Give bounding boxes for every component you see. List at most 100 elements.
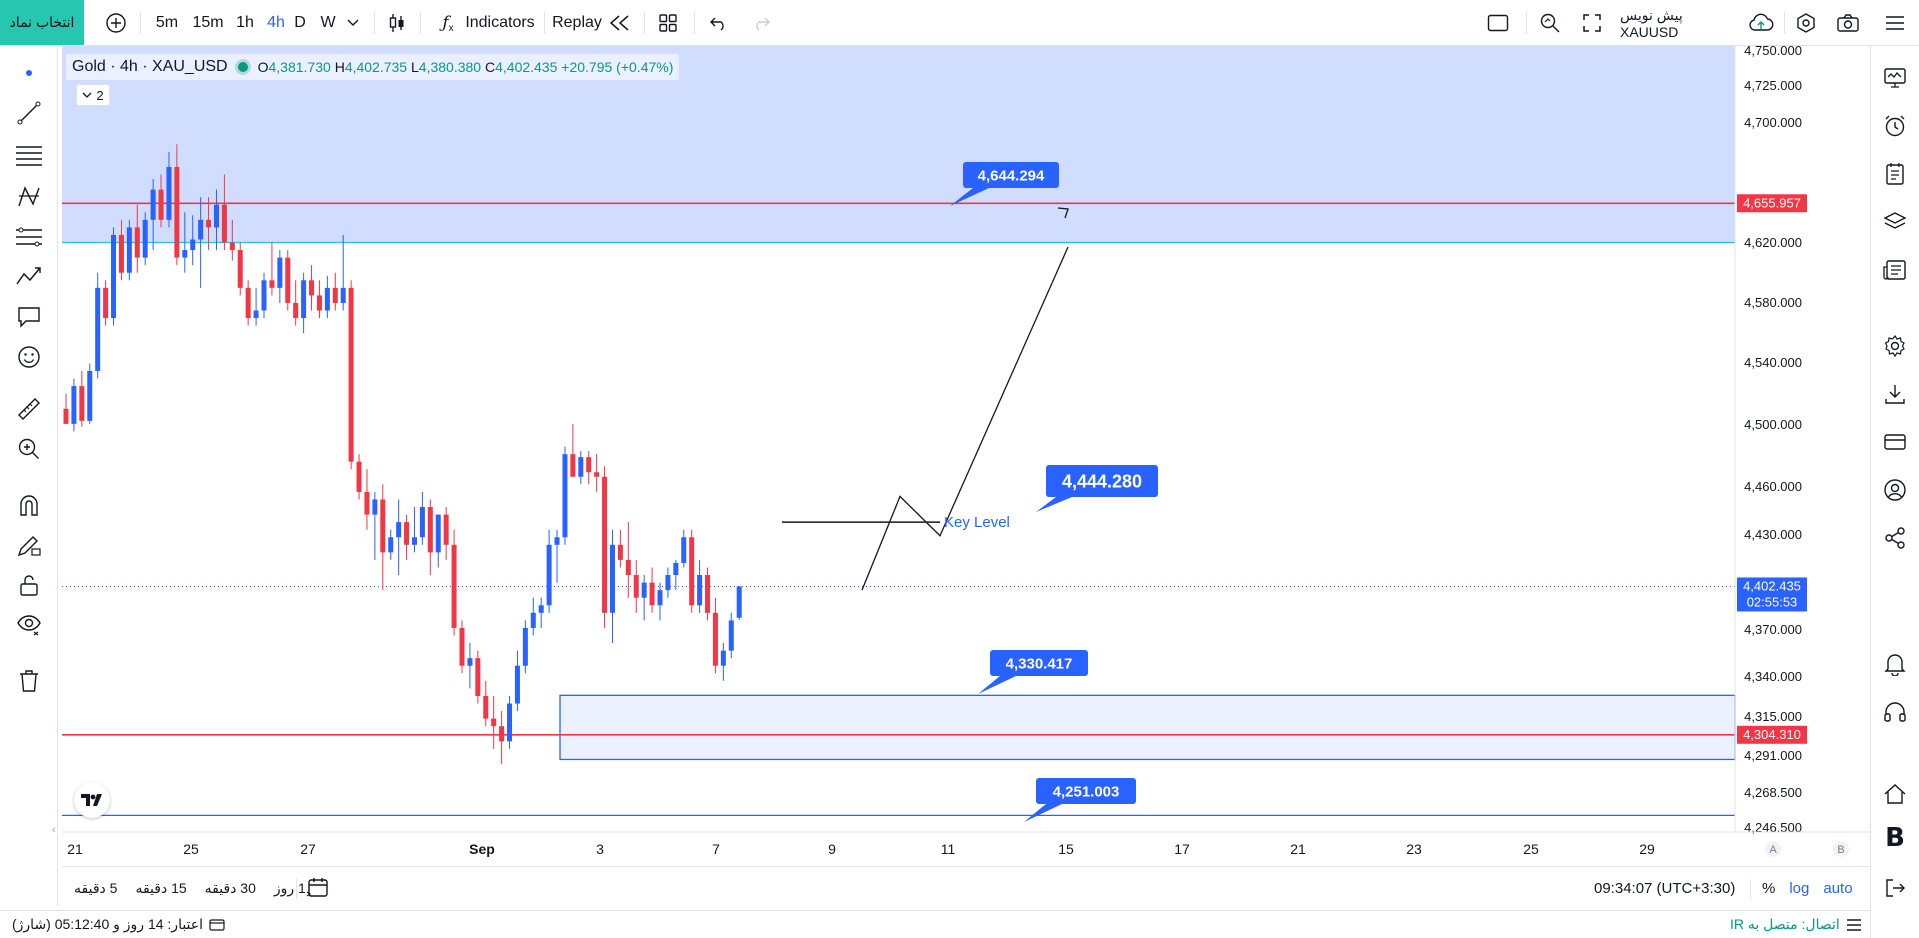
key-level-label[interactable]: Key Level xyxy=(944,514,1010,531)
candle-body[interactable] xyxy=(507,703,513,742)
layout-grid-icon[interactable] xyxy=(654,0,682,46)
share-icon[interactable] xyxy=(1881,524,1909,552)
interval-15m[interactable]: 15m xyxy=(192,14,224,31)
candle-body[interactable] xyxy=(562,454,568,538)
legend-title[interactable]: Gold · 4h · XAU_USD xyxy=(72,58,228,75)
candle-body[interactable] xyxy=(111,234,117,319)
candle-body[interactable] xyxy=(538,605,544,613)
home-icon[interactable] xyxy=(1881,780,1909,808)
candle-body[interactable] xyxy=(617,544,623,560)
candle-body[interactable] xyxy=(332,287,338,303)
cloud-upload-icon[interactable] xyxy=(1746,0,1776,46)
range-button[interactable]: 1 روز xyxy=(273,880,306,896)
key-level-bubble[interactable] xyxy=(1046,465,1158,497)
candle-body[interactable] xyxy=(602,476,608,613)
candle-body[interactable] xyxy=(681,537,687,563)
candle-body[interactable] xyxy=(63,408,69,424)
range-button[interactable]: 15 دقیقه xyxy=(135,880,187,896)
candle-body[interactable] xyxy=(95,287,101,371)
headset-icon[interactable] xyxy=(1881,698,1909,726)
quick-search-icon[interactable] xyxy=(1536,0,1564,46)
pencil-lock-icon[interactable] xyxy=(14,530,44,560)
candle-body[interactable] xyxy=(261,280,267,311)
candle-body[interactable] xyxy=(673,562,679,576)
gear-icon[interactable] xyxy=(1881,332,1909,360)
download-icon[interactable] xyxy=(1881,380,1909,408)
resistance-price-tag[interactable] xyxy=(1737,194,1807,213)
trend-line-icon[interactable] xyxy=(14,98,44,128)
candle-body[interactable] xyxy=(546,544,552,606)
candle-body[interactable] xyxy=(697,575,703,606)
select-rectangle-icon[interactable] xyxy=(1484,0,1512,46)
candle-body[interactable] xyxy=(435,514,441,553)
callout-icon[interactable] xyxy=(14,302,44,332)
candle-body[interactable] xyxy=(126,227,132,273)
candles-type-button[interactable] xyxy=(384,0,410,46)
candle-body[interactable] xyxy=(340,287,346,303)
candle-body[interactable] xyxy=(451,544,457,628)
interval-W[interactable]: W xyxy=(320,14,336,31)
candle-body[interactable] xyxy=(142,219,148,258)
notes-icon[interactable] xyxy=(1881,160,1909,188)
rewind-icon[interactable] xyxy=(606,0,634,46)
candle-body[interactable] xyxy=(380,499,386,553)
layers-icon[interactable] xyxy=(1881,208,1909,236)
candle-body[interactable] xyxy=(736,586,742,618)
candle-body[interactable] xyxy=(411,537,417,545)
candle-body[interactable] xyxy=(404,522,410,545)
candle-body[interactable] xyxy=(316,295,322,311)
candle-body[interactable] xyxy=(554,537,560,545)
candle-body[interactable] xyxy=(277,257,283,288)
candle-body[interactable] xyxy=(348,287,354,462)
log-toggle[interactable]: log xyxy=(1789,880,1810,897)
date-range-icon[interactable] xyxy=(306,876,334,902)
collapse-toolbar-icon[interactable]: ‹ xyxy=(52,824,56,836)
eye-icon[interactable] xyxy=(14,610,44,640)
pitchfork-icon[interactable] xyxy=(14,182,44,212)
candle-body[interactable] xyxy=(253,310,259,319)
candle-body[interactable] xyxy=(182,250,188,258)
pattern-icon[interactable] xyxy=(14,262,44,292)
candle-body[interactable] xyxy=(530,612,536,628)
candle-body[interactable] xyxy=(285,257,291,303)
candle-body[interactable] xyxy=(657,590,663,606)
candle-body[interactable] xyxy=(396,522,402,538)
candle-body[interactable] xyxy=(372,499,378,515)
horizontal-lines-icon[interactable] xyxy=(14,140,44,170)
redo-icon[interactable] xyxy=(748,0,774,46)
undo-icon[interactable] xyxy=(706,0,732,46)
indicators-collapse-button[interactable]: 2 xyxy=(76,84,110,106)
ab-button[interactable] xyxy=(1765,841,1781,857)
candle-body[interactable] xyxy=(586,457,592,473)
candle-body[interactable] xyxy=(459,627,465,666)
trash-icon[interactable] xyxy=(14,666,44,696)
news-icon[interactable] xyxy=(1881,256,1909,284)
add-symbol-button[interactable] xyxy=(102,0,130,46)
menu-icon[interactable] xyxy=(1880,0,1910,46)
target-bubble[interactable] xyxy=(963,162,1059,188)
candle-body[interactable] xyxy=(712,612,718,666)
candle-body[interactable] xyxy=(728,620,734,651)
candle-body[interactable] xyxy=(134,227,140,258)
candle-body[interactable] xyxy=(522,627,528,666)
indicators-button[interactable]: Indicators xyxy=(465,14,535,31)
zoom-in-icon[interactable] xyxy=(14,434,44,464)
candle-body[interactable] xyxy=(103,287,109,319)
support-bubble[interactable] xyxy=(990,650,1088,676)
candle-body[interactable] xyxy=(443,514,449,545)
candle-body[interactable] xyxy=(245,287,251,319)
user-icon[interactable] xyxy=(1881,476,1909,504)
current-price-tag[interactable] xyxy=(1737,577,1807,612)
candle-body[interactable] xyxy=(309,280,315,296)
candle-body[interactable] xyxy=(427,507,433,553)
candle-body[interactable] xyxy=(388,537,394,553)
candle-body[interactable] xyxy=(158,189,164,220)
candle-body[interactable] xyxy=(166,166,172,220)
percent-toggle[interactable]: % xyxy=(1762,880,1776,897)
candle-body[interactable] xyxy=(229,242,235,251)
emoji-icon[interactable] xyxy=(14,342,44,372)
candle-body[interactable] xyxy=(324,287,330,311)
candle-body[interactable] xyxy=(419,507,425,538)
candle-body[interactable] xyxy=(499,726,505,742)
candle-body[interactable] xyxy=(578,457,584,477)
